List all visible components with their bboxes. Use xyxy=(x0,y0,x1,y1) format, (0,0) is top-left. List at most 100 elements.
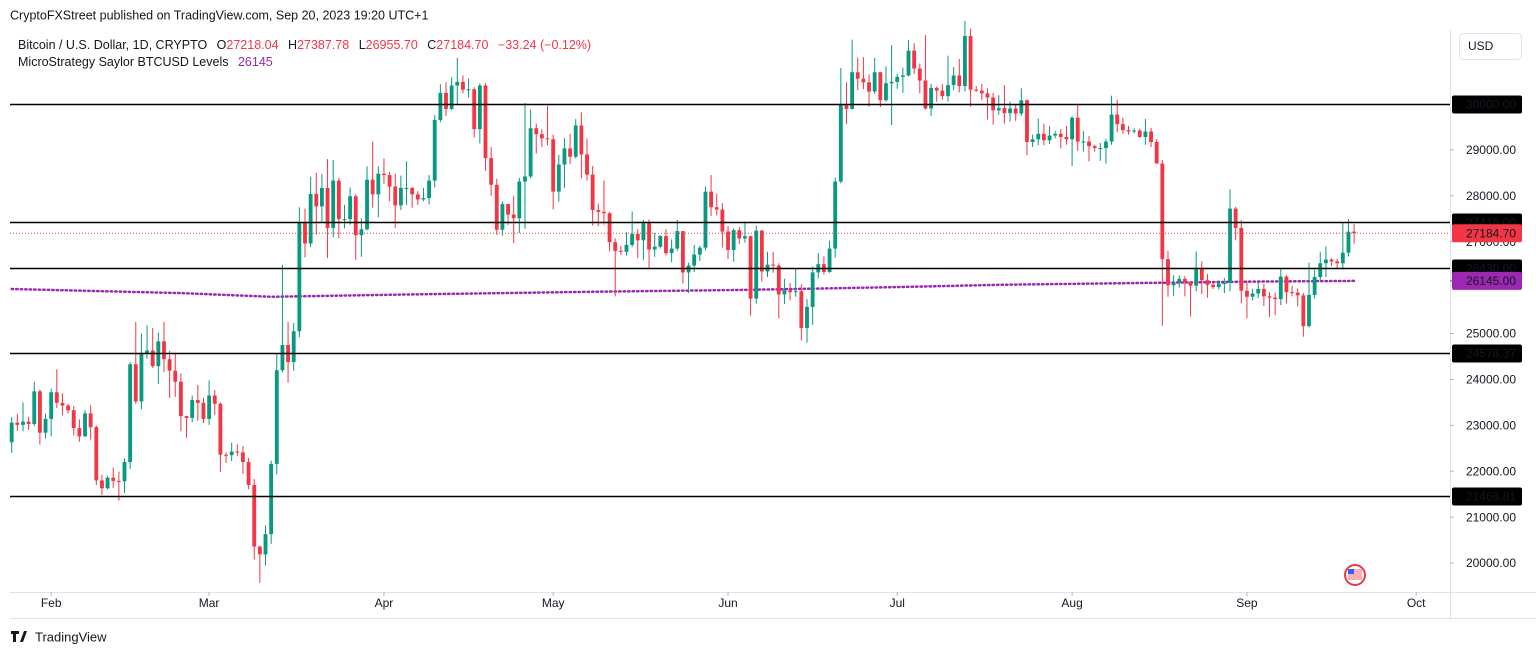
candle-body xyxy=(201,402,206,419)
candle-body xyxy=(376,173,381,195)
candle-body xyxy=(511,214,516,219)
candle-body xyxy=(709,191,714,208)
y-tick-label: 21000.00 xyxy=(1466,510,1516,524)
candle-body xyxy=(850,72,855,109)
candle-body xyxy=(212,395,217,404)
candle-body xyxy=(477,85,482,130)
candle-body xyxy=(229,451,234,456)
candle-body xyxy=(37,391,42,433)
candle-body xyxy=(996,108,1001,111)
candle-body xyxy=(105,477,110,489)
candle-body xyxy=(427,180,432,199)
y-tick-label: 25000.00 xyxy=(1466,327,1516,341)
candle-body xyxy=(1002,108,1007,114)
candle-body xyxy=(878,72,883,101)
candle-body xyxy=(776,265,781,295)
symbol-title: Bitcoin / U.S. Dollar, 1D, CRYPTO xyxy=(18,38,207,52)
candle-body xyxy=(1307,294,1311,327)
candle-body xyxy=(297,222,302,332)
candle-body xyxy=(1295,292,1300,296)
candle-body xyxy=(1340,252,1345,264)
candle-body xyxy=(957,75,962,87)
ohlc-value: 27387.78 xyxy=(297,38,349,52)
candle-body xyxy=(353,196,358,236)
candle-body xyxy=(618,250,623,252)
indicator-name: MicroStrategy Saylor BTCUSD Levels xyxy=(18,55,228,69)
candle-body xyxy=(77,428,82,437)
candle-body xyxy=(83,413,87,437)
candle-body xyxy=(190,400,195,418)
candle-body xyxy=(1256,288,1261,294)
candle-body xyxy=(1211,284,1216,288)
candle-body xyxy=(348,196,353,220)
candle-body xyxy=(895,76,900,82)
candle-body xyxy=(1104,141,1108,149)
candle-body xyxy=(483,85,488,159)
candle-body xyxy=(1008,108,1012,114)
candle-body xyxy=(861,78,866,83)
candle-body xyxy=(534,128,539,135)
currency-button[interactable]: USD xyxy=(1459,33,1522,60)
candle-body xyxy=(1250,293,1255,297)
candle-body xyxy=(1188,282,1193,286)
y-tick-label: 24000.00 xyxy=(1466,373,1516,387)
candle-body xyxy=(1278,276,1283,300)
candle-body xyxy=(579,125,584,155)
candle-body xyxy=(145,350,149,354)
candle-body xyxy=(641,223,646,241)
candle-body xyxy=(60,402,65,406)
candle-body xyxy=(224,454,228,456)
level-label-box xyxy=(1452,95,1522,114)
candle-body xyxy=(590,174,595,210)
candle-body xyxy=(128,364,133,463)
candle-body xyxy=(43,418,48,433)
candle-body xyxy=(365,179,369,230)
candle-body xyxy=(805,306,809,328)
candle-body xyxy=(1154,142,1159,164)
candle-body xyxy=(1267,296,1272,298)
last-price-label: 27184.70 xyxy=(1466,226,1516,240)
candle-body xyxy=(88,413,93,428)
candle-body xyxy=(382,173,386,176)
candle-body xyxy=(1132,130,1137,132)
candle-body xyxy=(900,75,905,77)
indicator-value: 26145 xyxy=(238,55,273,69)
candle-body xyxy=(923,80,928,109)
candle-body xyxy=(444,92,448,109)
ohlc-value: 26955.70 xyxy=(366,38,418,52)
candle-body xyxy=(116,480,121,482)
footer-text: TradingView xyxy=(35,629,107,644)
candle-body xyxy=(1143,131,1148,137)
x-tick-label: Feb xyxy=(41,596,62,610)
candle-body xyxy=(66,405,71,411)
level-label-box xyxy=(1452,344,1522,363)
candle-body xyxy=(1025,100,1029,143)
legend: Bitcoin / U.S. Dollar, 1D, CRYPTO O27218… xyxy=(18,38,591,69)
candle-body xyxy=(15,422,20,425)
candle-body xyxy=(280,344,285,371)
candle-body xyxy=(1053,133,1058,136)
candle-body xyxy=(517,181,522,219)
candle-body xyxy=(331,180,336,228)
currency-label[interactable]: USD xyxy=(1468,39,1494,53)
candle-body xyxy=(1205,280,1210,285)
candle-body xyxy=(1149,131,1153,143)
indicator-legend: MicroStrategy Saylor BTCUSD Levels 26145 xyxy=(18,55,273,69)
candle-body xyxy=(855,72,860,79)
candle-body xyxy=(314,193,319,207)
candle-body xyxy=(771,264,776,266)
candle-body xyxy=(1058,133,1063,137)
candle-body xyxy=(703,191,708,248)
ohlc-value: 27218.04 xyxy=(226,38,278,52)
candle-body xyxy=(398,187,403,206)
candle-body xyxy=(263,534,268,555)
candle-body xyxy=(466,89,471,91)
candle-body xyxy=(1194,267,1199,286)
candle-body xyxy=(404,187,409,189)
currency-button-frame[interactable] xyxy=(1459,33,1522,60)
candle-body xyxy=(1273,297,1278,300)
candle-body xyxy=(658,236,663,247)
candle-body xyxy=(410,187,415,195)
